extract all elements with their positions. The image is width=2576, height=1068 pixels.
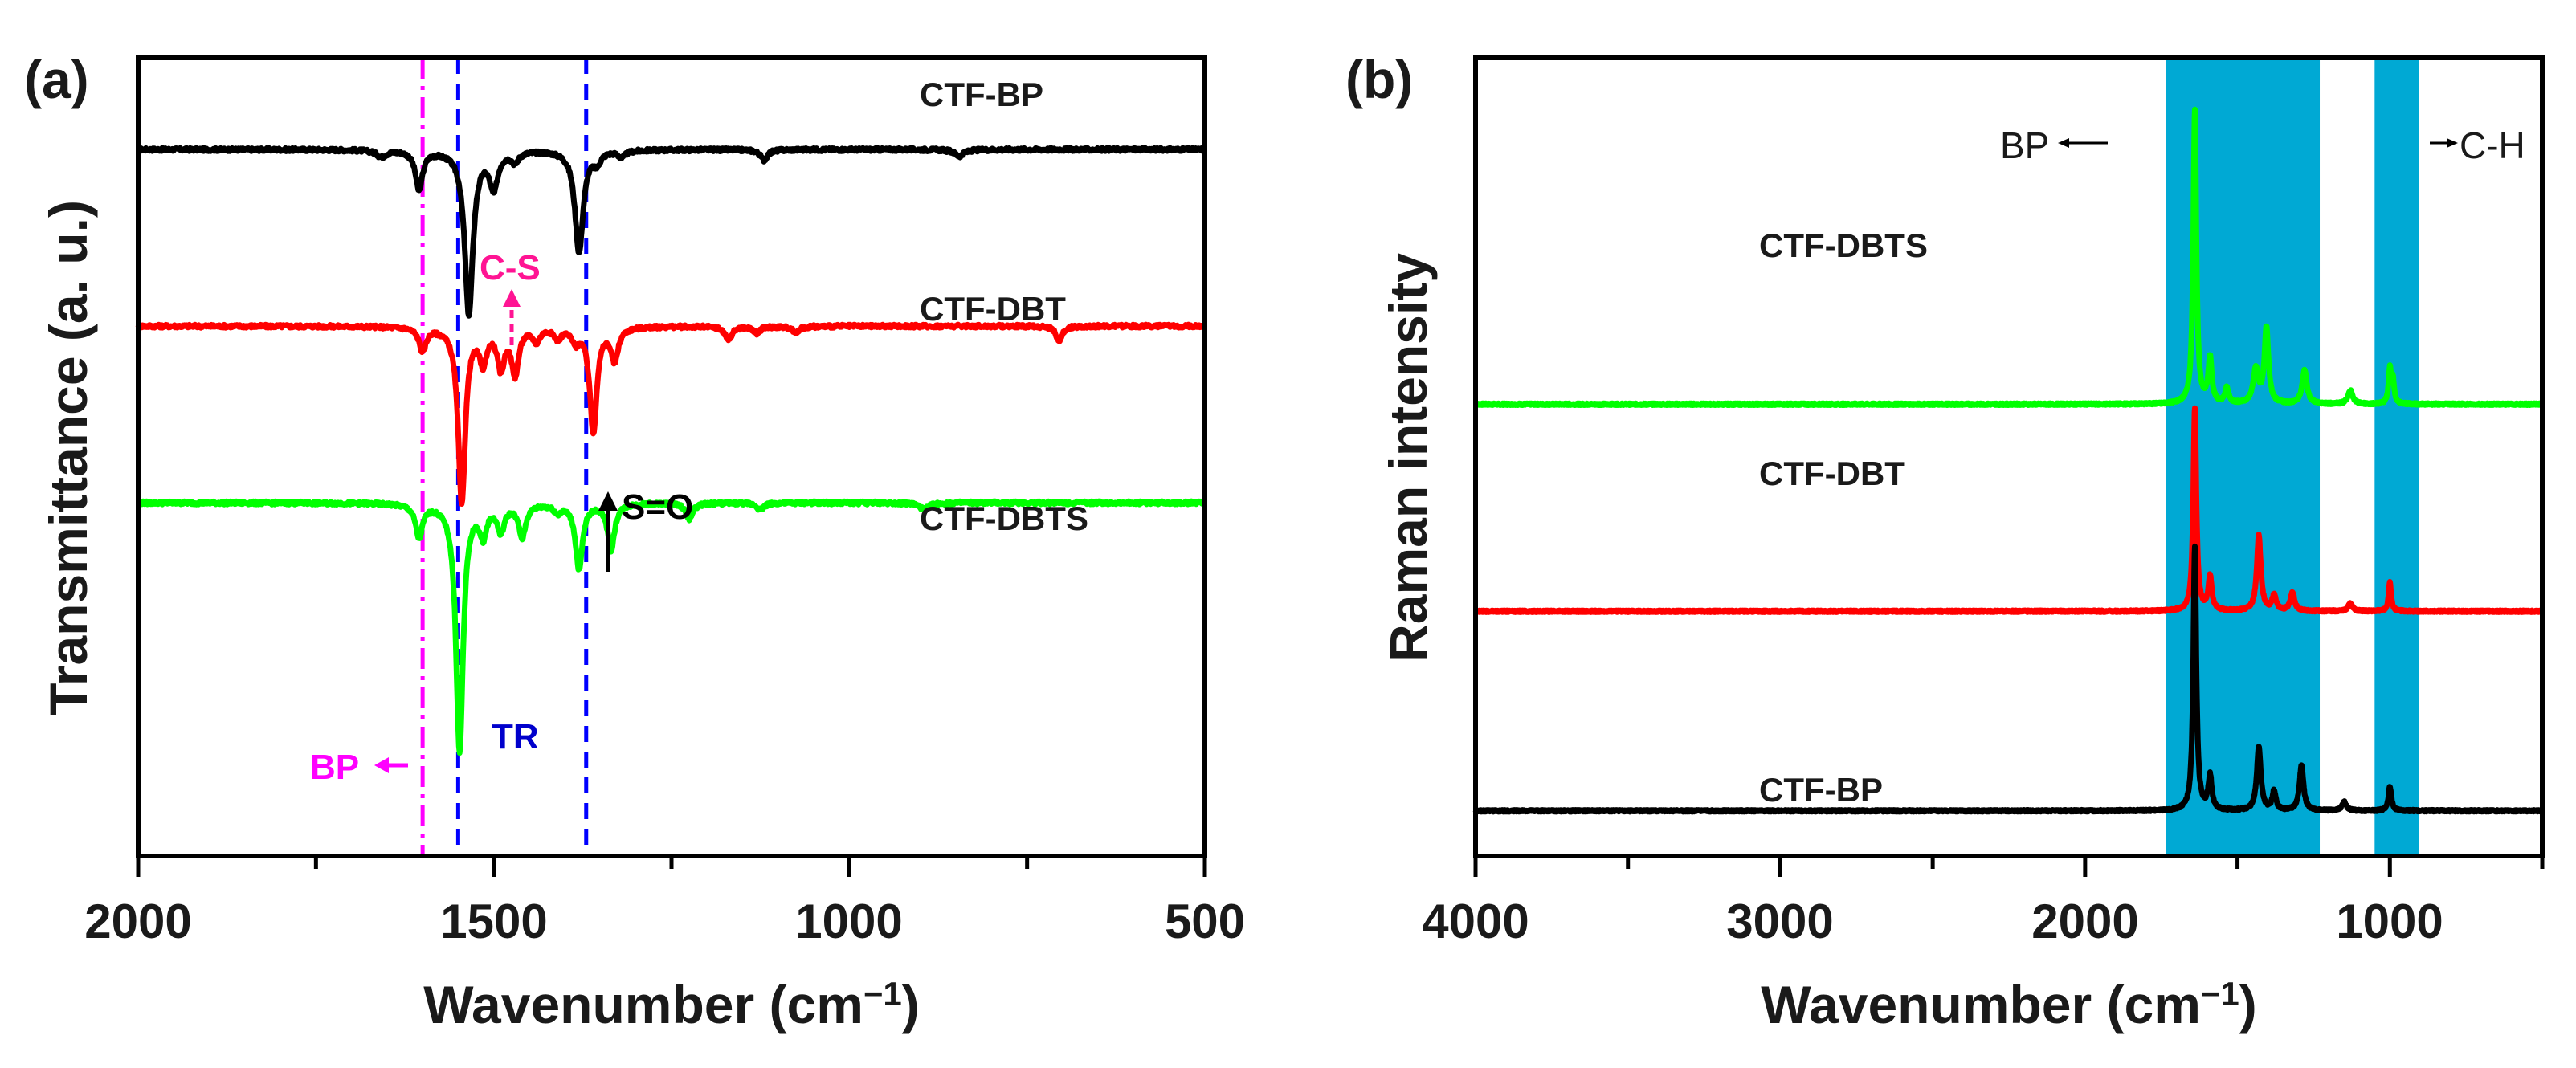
- series-line-ctf-dbt: [1472, 405, 2545, 615]
- highlight-band-2: [2374, 58, 2419, 856]
- raman-x-ticks: [1473, 856, 2545, 877]
- ftir-x-tick-label: 500: [1165, 895, 1245, 948]
- panel-b-label: (b): [1345, 50, 1413, 109]
- raman-x-tick-label: 1000: [2336, 895, 2443, 948]
- series-line-ctf-dbts: [135, 498, 1207, 756]
- raman-x-tick-label: 4000: [1422, 895, 1529, 948]
- series-line-ctf-bp: [1472, 543, 2545, 815]
- label-ctf-bp: CTF-BP: [1759, 771, 1883, 809]
- highlight-band-1: [2166, 58, 2321, 856]
- annotation-bp: BP: [2000, 124, 2049, 166]
- ftir-chart: CTF-BP CTF-DBT CTF-DBTS C-S S=O BP TR 20…: [39, 55, 1245, 1034]
- raman-x-axis-title: Wavenumber (cm−1): [1761, 975, 2257, 1034]
- c-h-arrow-head: [2447, 138, 2458, 148]
- raman-x-tick-label: 3000: [1726, 895, 1833, 948]
- raman-x-tick-label: 2000: [2031, 895, 2138, 948]
- label-ctf-dbts: CTF-DBTS: [1759, 226, 1928, 264]
- label-ctf-dbt: CTF-DBT: [1759, 455, 1905, 492]
- label-ctf-dbt: CTF-DBT: [920, 290, 1066, 328]
- ftir-plot-frame: [136, 55, 1207, 858]
- c-s-arrow-head: [503, 289, 521, 307]
- ftir-y-axis-title: Transmittance (a. u.): [39, 200, 98, 715]
- annotation-c-h: C-H: [2460, 124, 2525, 166]
- bp-arrow-head: [374, 757, 389, 773]
- annotation-tr: TR: [492, 717, 539, 756]
- raman-y-axis-title: Raman intensity: [1378, 253, 1438, 662]
- annotation-s-o: S=O: [622, 487, 693, 527]
- label-ctf-bp: CTF-BP: [920, 75, 1043, 113]
- series-line-ctf-dbt: [135, 321, 1207, 507]
- raman-highlight-bands: [2166, 58, 2419, 856]
- raman-chart: CTF-DBTS CTF-DBT CTF-BP BP C-H 4000 3000…: [1378, 55, 2545, 1034]
- ftir-x-tick-label: 2000: [84, 895, 191, 948]
- ftir-x-tick-label: 1000: [795, 895, 902, 948]
- raman-plot-frame: [1473, 55, 2545, 858]
- annotation-bp: BP: [310, 748, 359, 787]
- annotation-c-s: C-S: [480, 248, 541, 287]
- ftir-x-tick-label: 1500: [440, 895, 547, 948]
- ftir-series: [135, 145, 1207, 756]
- label-ctf-dbts: CTF-DBTS: [920, 499, 1088, 537]
- series-line-ctf-dbts: [1472, 106, 2545, 408]
- series-line-ctf-bp: [136, 145, 1207, 319]
- bp-arrow-head: [2058, 138, 2069, 148]
- ftir-x-ticks: [136, 856, 1207, 877]
- raman-series: [1472, 106, 2545, 815]
- s-o-arrow-head: [598, 491, 618, 511]
- panel-a-label: (a): [24, 50, 89, 109]
- ftir-x-axis-title: Wavenumber (cm−1): [423, 975, 920, 1034]
